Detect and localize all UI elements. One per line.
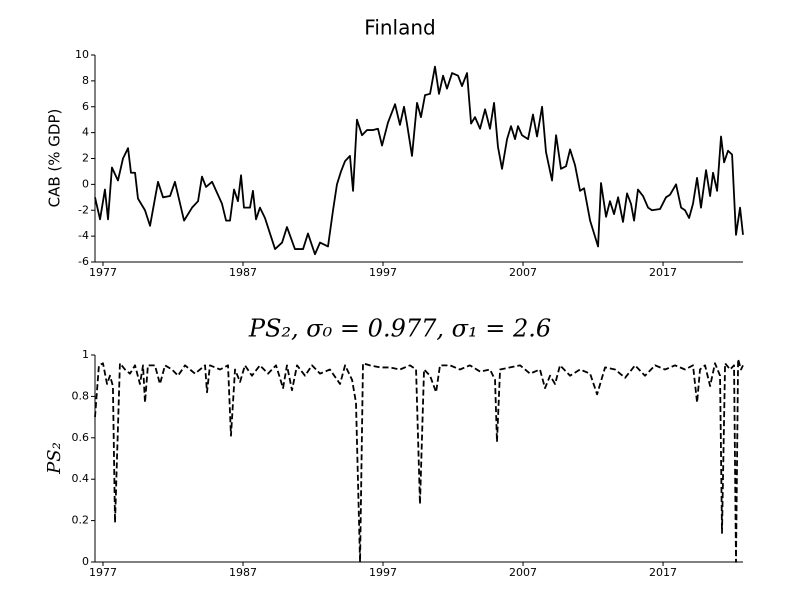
chart-title: PS₂, σ₀ = 0.977, σ₁ = 2.6 [248, 315, 551, 343]
x-tick-label: 1987 [229, 266, 257, 279]
y-tick-label: -6 [78, 255, 89, 268]
x-tick-label: 1997 [369, 566, 397, 579]
x-tick-label: 2017 [649, 566, 677, 579]
data-line [94, 358, 744, 563]
y-tick-label: -2 [78, 203, 89, 216]
y-tick-label: -4 [78, 229, 89, 242]
y-tick-label: 0 [82, 555, 89, 568]
chart-title: Finland [364, 16, 435, 40]
y-tick-label: 1 [82, 348, 89, 361]
y-tick-label: 4 [82, 126, 89, 139]
y-tick-label: 8 [82, 74, 89, 87]
x-tick-label: 2017 [649, 266, 677, 279]
x-tick-label: 1977 [89, 566, 117, 579]
y-tick-label: 2 [82, 152, 89, 165]
y-tick-label: 0.2 [72, 514, 90, 527]
y-tick-label: 0.4 [72, 472, 90, 485]
y-axis-label: CAB (% GDP) [46, 109, 64, 208]
y-tick-label: 10 [75, 48, 89, 61]
x-tick-label: 1977 [89, 266, 117, 279]
y-tick-label: 0.8 [72, 389, 90, 402]
data-line [94, 65, 744, 256]
y-axis-label: PS₂ [44, 442, 65, 475]
x-tick-label: 1997 [369, 266, 397, 279]
y-tick-label: 6 [82, 100, 89, 113]
x-tick-label: 1987 [229, 566, 257, 579]
y-tick-label: 0 [82, 177, 89, 190]
x-tick-label: 2007 [509, 266, 537, 279]
x-tick-label: 2007 [509, 566, 537, 579]
y-tick-label: 0.6 [72, 431, 90, 444]
